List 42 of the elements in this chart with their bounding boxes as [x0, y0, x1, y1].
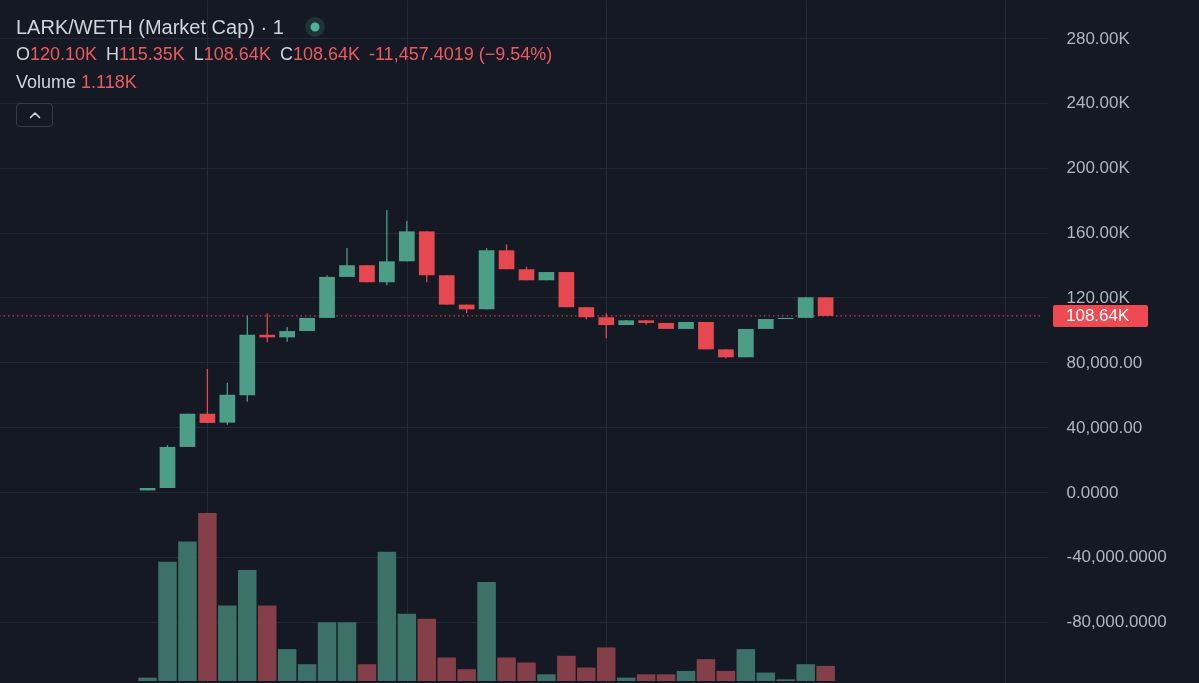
candlestick — [797, 296, 814, 319]
y-tick-label: 120.00K — [1066, 287, 1131, 307]
candlestick — [339, 247, 355, 278]
annotation: H115.35K — [106, 44, 185, 64]
annotation: -11,457.4019 (−9.54%) — [368, 44, 553, 64]
bar — [257, 605, 277, 681]
bar — [297, 664, 317, 681]
annotation: L108.64K — [193, 44, 271, 64]
candlestick — [379, 209, 395, 286]
bar — [337, 622, 357, 681]
bar — [736, 649, 756, 681]
bar — [816, 665, 835, 681]
y-tick-label: 240.00K — [1066, 93, 1131, 113]
collapse-button[interactable] — [16, 103, 53, 127]
bar — [477, 581, 496, 681]
annotation: Volume 1.118K — [16, 72, 137, 92]
y-tick-label: -80,000.0000 — [1066, 612, 1167, 632]
bar — [377, 551, 397, 681]
y-tick-label: 0.0000 — [1066, 482, 1119, 502]
y-tick-label: 80,000.00 — [1066, 352, 1143, 372]
bar — [198, 513, 217, 681]
text: LARK/WETH (Market Cap) · 1 — [16, 15, 284, 39]
y-tick-label: 160.00K — [1066, 223, 1131, 243]
annotation: O120.10K — [16, 44, 98, 64]
ref-line-label: 108.64K — [1066, 305, 1130, 325]
y-tick-label: 200.00K — [1066, 158, 1131, 178]
bar — [277, 649, 297, 681]
bar — [716, 670, 736, 681]
y-tick-label: -40,000.0000 — [1066, 547, 1167, 567]
bar — [537, 674, 556, 681]
y-tick-label: 40,000.00 — [1066, 417, 1143, 437]
candlestick — [498, 243, 515, 270]
bar — [317, 622, 337, 681]
candlestick — [199, 368, 216, 424]
bar — [357, 664, 377, 681]
bar — [676, 670, 696, 681]
y-tick-label: 280.00K — [1066, 28, 1131, 48]
bar — [397, 613, 417, 681]
bar — [696, 659, 716, 681]
bar — [636, 674, 656, 681]
bar — [656, 674, 676, 681]
annotation: C108.64K — [279, 44, 360, 64]
